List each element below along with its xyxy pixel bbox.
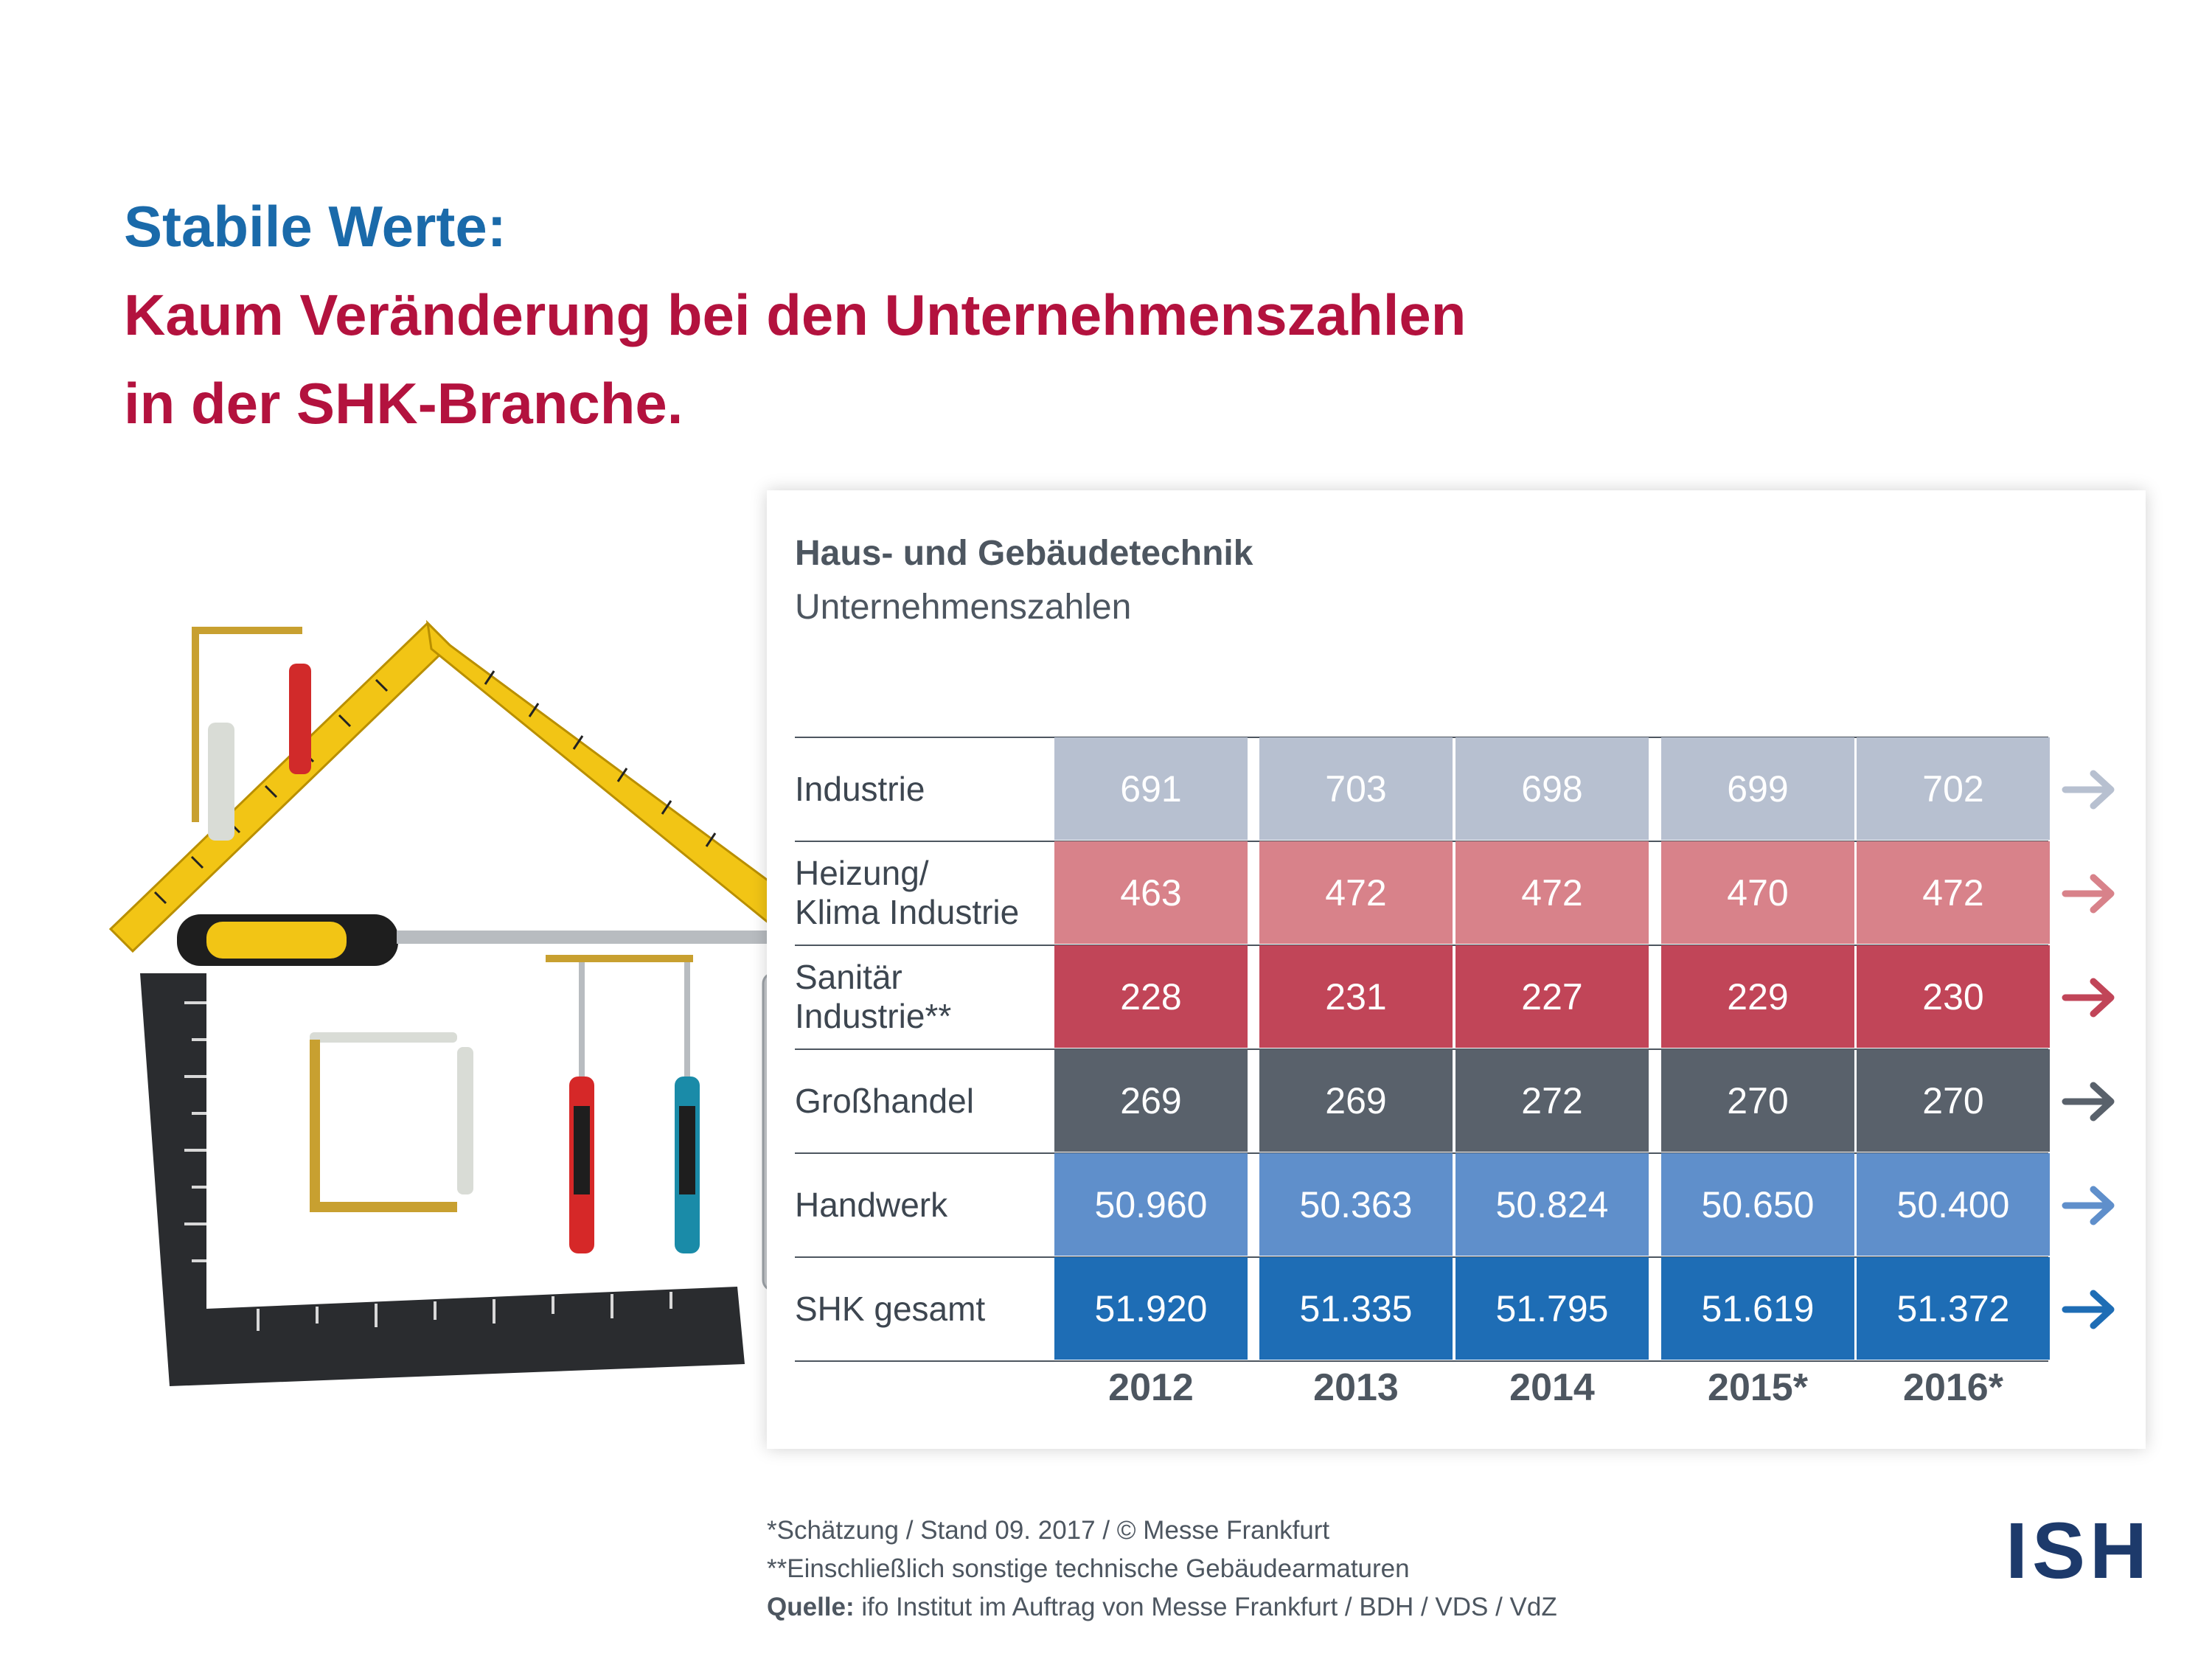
- data-cell: 50.363: [1259, 1153, 1453, 1256]
- data-cell: 50.650: [1661, 1153, 1854, 1256]
- data-cell: 51.795: [1455, 1257, 1649, 1360]
- carpenter-square-icon: [140, 973, 745, 1386]
- data-cell: 470: [1661, 841, 1854, 944]
- row-label: Industrie: [795, 769, 925, 808]
- headline-line-3: in der SHK-Branche.: [124, 371, 684, 436]
- row-label: Heizung/ Klima Industrie: [795, 854, 1020, 931]
- headline-line-1: Stabile Werte:: [124, 194, 507, 259]
- ish-logo: ISH: [2006, 1506, 2152, 1595]
- trend-arrow-icon: [2062, 1290, 2115, 1329]
- data-cell: 691: [1054, 737, 1248, 840]
- data-cell: 270: [1661, 1049, 1854, 1152]
- wood-screw-icon: [192, 627, 302, 822]
- data-cell: 270: [1857, 1049, 2050, 1152]
- row-label: SHK gesamt: [795, 1289, 986, 1328]
- footnote-estimate: *Schätzung / Stand 09. 2017 / © Messe Fr…: [767, 1516, 1330, 1545]
- data-cell: 50.824: [1455, 1153, 1649, 1256]
- year-label: 2015*: [1708, 1366, 1808, 1409]
- trend-arrow-icon: [2062, 978, 2115, 1017]
- data-cell: 699: [1661, 737, 1854, 840]
- data-cell: 269: [1054, 1049, 1248, 1152]
- headline-line-2: Kaum Veränderung bei den Unternehmenszah…: [124, 282, 1467, 347]
- folding-ruler-icon: [108, 619, 806, 953]
- chart-title: Haus- und Gebäudetechnik: [795, 534, 1253, 573]
- data-cell: 698: [1455, 737, 1649, 840]
- source-text: ifo Institut im Auftrag von Messe Frankf…: [854, 1593, 1557, 1621]
- data-cell: 231: [1259, 945, 1453, 1048]
- data-cell: 50.400: [1857, 1153, 2050, 1256]
- row-divider: [795, 1360, 2048, 1362]
- trend-arrow-icon: [2062, 770, 2115, 809]
- data-cell: 702: [1857, 737, 2050, 840]
- data-cell: 269: [1259, 1049, 1453, 1152]
- house-tools-illustration: [108, 619, 806, 1386]
- data-cell: 228: [1054, 945, 1248, 1048]
- data-cell: 50.960: [1054, 1153, 1248, 1256]
- data-cell: 51.619: [1661, 1257, 1854, 1360]
- data-cell: 51.335: [1259, 1257, 1453, 1360]
- trend-arrow-icon: [2062, 1186, 2115, 1225]
- year-label: 2016*: [1903, 1366, 2003, 1409]
- data-cell: 51.920: [1054, 1257, 1248, 1360]
- data-cell: 472: [1259, 841, 1453, 944]
- data-cell: 463: [1054, 841, 1248, 944]
- wall-plug-icon: [208, 664, 311, 841]
- chart-subtitle: Unternehmenszahlen: [795, 588, 1132, 627]
- data-cell: 230: [1857, 945, 2050, 1048]
- data-cell: 227: [1455, 945, 1649, 1048]
- row-label: Großhandel: [795, 1081, 974, 1120]
- window-frame-icon: [310, 1032, 473, 1212]
- row-label: Sanitär Industrie**: [795, 958, 952, 1035]
- trend-arrow-icon: [2062, 1082, 2115, 1121]
- footnote-source: Quelle: ifo Institut im Auftrag von Mess…: [767, 1593, 1557, 1622]
- year-label: 2012: [1108, 1366, 1194, 1409]
- data-cell: 51.372: [1857, 1257, 2050, 1360]
- small-screwdriver-icon: [546, 955, 700, 1253]
- year-label: 2014: [1509, 1366, 1595, 1409]
- source-label: Quelle:: [767, 1593, 855, 1621]
- screwdriver-icon: [177, 914, 804, 966]
- row-label: Handwerk: [795, 1185, 948, 1224]
- data-cell: 472: [1857, 841, 2050, 944]
- data-cell: 272: [1455, 1049, 1649, 1152]
- footnote-sanitary: **Einschließlich sonstige technische Geb…: [767, 1554, 1410, 1583]
- trend-arrow-icon: [2062, 874, 2115, 913]
- data-cell: 703: [1259, 737, 1453, 840]
- year-label: 2013: [1313, 1366, 1399, 1409]
- data-cell: 472: [1455, 841, 1649, 944]
- data-cell: 229: [1661, 945, 1854, 1048]
